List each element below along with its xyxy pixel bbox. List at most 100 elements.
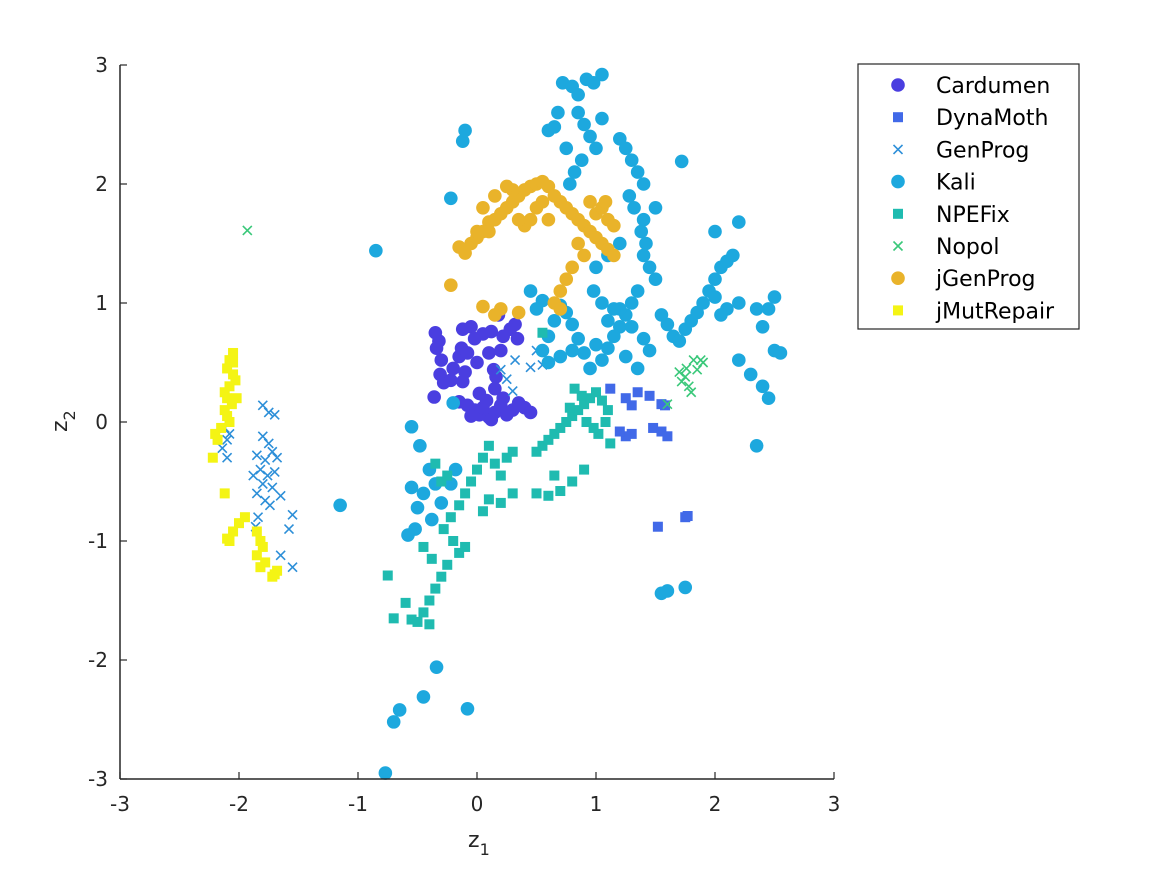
data-point bbox=[595, 67, 609, 82]
data-point bbox=[224, 381, 235, 392]
legend-marker bbox=[892, 144, 904, 155]
data-point bbox=[571, 87, 585, 102]
data-point bbox=[535, 343, 550, 358]
data-point bbox=[400, 597, 411, 608]
data-point bbox=[263, 407, 274, 418]
data-point bbox=[267, 446, 278, 457]
data-point bbox=[579, 464, 590, 475]
data-point bbox=[652, 521, 663, 532]
data-point bbox=[559, 272, 574, 287]
data-point bbox=[564, 402, 575, 413]
data-point bbox=[484, 412, 499, 427]
data-point bbox=[499, 179, 514, 194]
data-point bbox=[488, 189, 502, 203]
data-point bbox=[535, 195, 550, 209]
data-point bbox=[676, 376, 687, 387]
data-point bbox=[708, 290, 722, 304]
data-point bbox=[217, 443, 228, 454]
data-point bbox=[226, 399, 237, 410]
x-axis-label: z1 bbox=[468, 828, 490, 859]
data-point bbox=[510, 355, 521, 366]
data-point bbox=[488, 308, 502, 322]
legend-item-Cardumen: Cardumen bbox=[891, 74, 1050, 99]
legend-item-jGenProg: jGenProg bbox=[891, 267, 1036, 292]
data-point bbox=[601, 314, 615, 328]
data-point bbox=[378, 766, 393, 780]
legend-marker bbox=[891, 78, 905, 92]
data-point bbox=[275, 550, 286, 561]
legend-label: Nopol bbox=[936, 235, 999, 260]
data-point bbox=[639, 236, 653, 251]
data-point bbox=[674, 154, 689, 169]
data-point bbox=[571, 331, 585, 346]
data-point bbox=[251, 550, 262, 561]
data-point bbox=[482, 224, 496, 239]
y-axis-label-base: z bbox=[48, 420, 73, 432]
data-point bbox=[477, 506, 488, 517]
tick-marks-layer: -3 -2 -1 0 1 2 3 -3 -2 -1 0 1 2 3 bbox=[88, 53, 840, 816]
data-point bbox=[264, 500, 276, 511]
data-point bbox=[488, 381, 502, 396]
legend-marker bbox=[892, 240, 904, 252]
data-point bbox=[624, 320, 639, 334]
data-point bbox=[541, 355, 556, 370]
data-point bbox=[630, 284, 645, 298]
data-point bbox=[614, 426, 625, 437]
data-point bbox=[483, 440, 494, 451]
legend-label: jMutRepair bbox=[935, 299, 1055, 324]
data-point bbox=[571, 105, 585, 120]
series-DynaMoth bbox=[605, 383, 693, 532]
data-point bbox=[260, 455, 271, 466]
legend-label: jGenProg bbox=[935, 267, 1036, 292]
data-point bbox=[559, 141, 574, 156]
data-point bbox=[222, 393, 233, 404]
data-point bbox=[696, 296, 710, 310]
data-point bbox=[607, 329, 621, 344]
data-point bbox=[567, 411, 578, 422]
data-point bbox=[228, 369, 239, 380]
data-point bbox=[228, 526, 239, 537]
data-point bbox=[495, 497, 506, 508]
data-point bbox=[460, 701, 475, 716]
data-point bbox=[436, 571, 447, 582]
data-point bbox=[755, 320, 770, 334]
data-point bbox=[255, 536, 266, 546]
data-point bbox=[624, 296, 639, 310]
data-point bbox=[458, 123, 472, 138]
data-point bbox=[656, 426, 667, 437]
data-point bbox=[444, 278, 458, 292]
data-point bbox=[525, 362, 536, 373]
data-point bbox=[283, 524, 295, 535]
legend-item-NPEFix: NPEFix bbox=[893, 203, 1010, 228]
y-tick-label: 1 bbox=[95, 291, 108, 315]
data-point bbox=[541, 212, 556, 227]
data-point bbox=[681, 363, 692, 374]
data-point bbox=[523, 405, 538, 420]
data-point bbox=[553, 349, 568, 364]
data-point bbox=[495, 470, 506, 481]
data-point bbox=[642, 260, 657, 275]
data-point bbox=[287, 509, 298, 520]
x-tick-label: 0 bbox=[471, 792, 484, 816]
data-point bbox=[636, 331, 651, 346]
data-point bbox=[476, 201, 490, 215]
data-point bbox=[333, 498, 347, 513]
series-Kali bbox=[333, 67, 788, 780]
data-point bbox=[434, 496, 449, 510]
data-point bbox=[224, 428, 235, 439]
data-point bbox=[219, 488, 230, 499]
legend-label: NPEFix bbox=[936, 203, 1010, 228]
data-point bbox=[470, 355, 484, 370]
data-point bbox=[662, 431, 673, 442]
data-point bbox=[648, 422, 659, 433]
data-point bbox=[257, 478, 268, 489]
data-point bbox=[523, 284, 538, 298]
data-point bbox=[595, 111, 609, 126]
data-point bbox=[683, 381, 694, 392]
data-point bbox=[219, 405, 230, 416]
data-point bbox=[460, 488, 471, 499]
data-point bbox=[269, 466, 280, 478]
data-point bbox=[448, 536, 459, 546]
data-point bbox=[501, 374, 512, 385]
legend-marker bbox=[893, 305, 903, 316]
